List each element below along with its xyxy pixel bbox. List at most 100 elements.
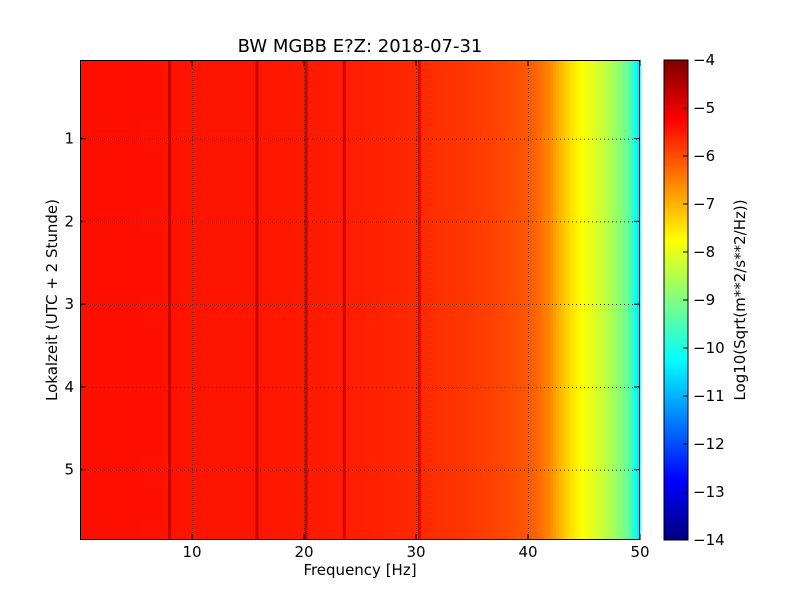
heatmap-cell: [477, 60, 481, 540]
heatmap-cell: [581, 60, 585, 540]
heatmap-cell: [589, 60, 593, 540]
heatmap-cell: [318, 60, 322, 540]
heatmap-cell: [497, 60, 501, 540]
heatmap-cell: [96, 60, 101, 540]
heatmap-cell: [231, 60, 235, 540]
heatmap-cell: [292, 60, 297, 540]
heatmap-cell: [337, 60, 341, 540]
heatmap-cell: [102, 60, 106, 540]
heatmap-cell: [446, 60, 451, 540]
colorbar-tick-label: −10: [693, 339, 725, 357]
heatmap-cell: [466, 60, 470, 540]
y-tick-label: 1: [64, 130, 74, 148]
heatmap-cell: [222, 60, 227, 540]
heatmap-cell: [544, 60, 549, 540]
heatmap-cell: [575, 60, 579, 540]
spectrogram-heatmap: [80, 60, 641, 540]
heatmap-cell: [124, 60, 129, 540]
heatmap-cell: [245, 60, 249, 540]
heatmap-cell: [360, 60, 364, 540]
colorbar-label: Log10(Sqrt(m**2/s**2/Hz)): [731, 199, 749, 401]
heatmap-cell: [346, 60, 350, 540]
heatmap-cell: [413, 60, 417, 540]
x-tick-label: 30: [406, 543, 425, 561]
heatmap-cell: [424, 60, 428, 540]
heatmap-cell: [458, 60, 462, 540]
heatmap-cell: [94, 60, 98, 540]
heatmap-cell: [452, 60, 456, 540]
heatmap-cell: [133, 60, 137, 540]
heatmap-cell: [85, 60, 89, 540]
heatmap-cell: [603, 60, 607, 540]
heatmap-cell: [402, 60, 406, 540]
heatmap-cell: [197, 60, 201, 540]
heatmap-cell: [455, 60, 459, 540]
x-tick-label: 40: [518, 543, 537, 561]
heatmap-cell: [315, 60, 319, 540]
heatmap-cell: [259, 60, 263, 540]
y-tick-label: 4: [64, 378, 74, 396]
heatmap-cell: [533, 60, 537, 540]
heatmap-cell: [273, 60, 277, 540]
spectral-line: [304, 60, 308, 540]
heatmap-cell: [427, 60, 431, 540]
spectral-line: [417, 60, 421, 540]
heatmap-cell: [323, 60, 327, 540]
heatmap-cell: [564, 60, 568, 540]
heatmap-cell: [435, 60, 439, 540]
heatmap-cell: [449, 60, 453, 540]
colorbar-tick-label: −9: [693, 291, 715, 309]
heatmap-cell: [525, 60, 529, 540]
heatmap-cell: [138, 60, 143, 540]
heatmap-cell: [438, 60, 442, 540]
heatmap-cell: [122, 60, 126, 540]
heatmap-cell: [474, 60, 479, 540]
chart-title: BW MGBB E?Z: 2018-07-31: [237, 36, 483, 57]
heatmap-cell: [368, 60, 372, 540]
heatmap-cell: [161, 60, 165, 540]
heatmap-cell: [508, 60, 512, 540]
heatmap-cell: [628, 60, 633, 540]
heatmap-cell: [194, 60, 199, 540]
heatmap-cell: [519, 60, 523, 540]
heatmap-cell: [502, 60, 507, 540]
heatmap-cell: [309, 60, 313, 540]
heatmap-cell: [528, 60, 532, 540]
heatmap-cell: [298, 60, 302, 540]
heatmap-cell: [262, 60, 266, 540]
heatmap-cell: [270, 60, 274, 540]
heatmap-cell: [570, 60, 574, 540]
heatmap-cell: [267, 60, 271, 540]
heatmap-cell: [432, 60, 437, 540]
heatmap-cell: [614, 60, 619, 540]
heatmap-cell: [536, 60, 540, 540]
heatmap-cell: [119, 60, 123, 540]
colorbar-tick-label: −13: [693, 483, 725, 501]
heatmap-cell: [80, 60, 84, 540]
heatmap-cell: [113, 60, 117, 540]
spectral-line: [255, 60, 259, 540]
heatmap-cell: [556, 60, 560, 540]
y-tick-label: 2: [64, 212, 74, 230]
heatmap-cell: [236, 60, 241, 540]
heatmap-cell: [144, 60, 148, 540]
heatmap-cell: [239, 60, 243, 540]
heatmap-cell: [578, 60, 582, 540]
heatmap-cell: [189, 60, 193, 540]
y-axis-label: Lokalzeit (UTC + 2 Stunde): [43, 199, 61, 401]
x-axis-label: Frequency [Hz]: [303, 561, 417, 579]
heatmap-cell: [169, 60, 173, 540]
heatmap-cell: [348, 60, 353, 540]
heatmap-cell: [211, 60, 215, 540]
heatmap-cell: [287, 60, 291, 540]
heatmap-cell: [393, 60, 397, 540]
grid-lines: [80, 60, 640, 540]
heatmap-cell: [542, 60, 546, 540]
heatmap-cell: [626, 60, 630, 540]
heatmap-cell: [88, 60, 92, 540]
colorbar-tick-label: −11: [693, 387, 725, 405]
heatmap-cell: [617, 60, 621, 540]
heatmap-cell: [595, 60, 599, 540]
heatmap-cell: [505, 60, 509, 540]
heatmap-cell: [404, 60, 409, 540]
